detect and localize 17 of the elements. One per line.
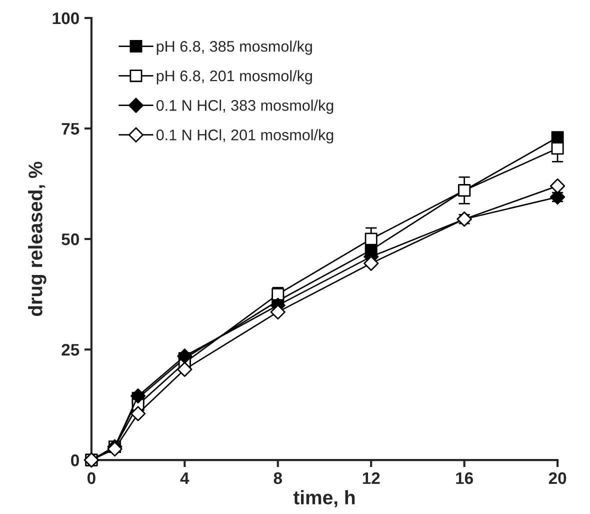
legend-label: pH 6.8, 385 mosmol/kg xyxy=(156,40,312,55)
y-tick-label: 100 xyxy=(52,12,79,24)
y-tick-label: 25 xyxy=(62,344,80,356)
x-tick-label: 20 xyxy=(548,472,566,484)
legend-label: 0.1 N HCl, 201 mosmol/kg xyxy=(156,129,334,144)
x-tick-label: 16 xyxy=(456,472,473,484)
y-axis-title: drug released, % xyxy=(28,162,46,316)
y-tick-label: 0 xyxy=(71,454,79,466)
x-tick-label: 4 xyxy=(180,472,190,484)
x-tick-label: 8 xyxy=(274,472,282,484)
y-tick-label: 75 xyxy=(62,123,80,135)
x-tick-label: 0 xyxy=(87,472,96,484)
legend-label: 0.1 N HCl, 383 mosmol/kg xyxy=(156,100,334,114)
x-axis-title: time, h xyxy=(293,490,355,508)
x-tick-label: 12 xyxy=(362,472,380,484)
y-tick-label: 50 xyxy=(62,233,79,246)
legend-label: pH 6.8, 201 mosmol/kg xyxy=(156,70,312,84)
